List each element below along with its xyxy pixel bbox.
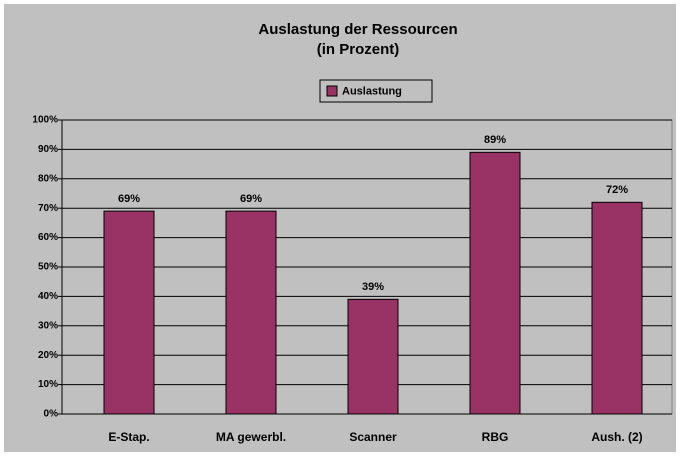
y-tick-label: 30% bbox=[38, 320, 58, 331]
bar bbox=[591, 201, 643, 415]
bar bbox=[225, 210, 277, 415]
x-tick-label: Scanner bbox=[349, 430, 397, 444]
y-tick-label: 0% bbox=[44, 409, 59, 420]
value-label: 72% bbox=[606, 184, 628, 196]
legend-box bbox=[319, 79, 433, 103]
y-tick-label: 20% bbox=[38, 350, 58, 361]
chart-title: Auslastung der Ressourcen bbox=[258, 21, 457, 38]
bar bbox=[347, 298, 399, 415]
value-label: 69% bbox=[118, 193, 140, 205]
x-tick-label: Aush. (2) bbox=[591, 430, 642, 444]
value-label: 39% bbox=[362, 281, 384, 293]
y-tick-label: 60% bbox=[38, 232, 58, 243]
legend-label: Auslastung bbox=[342, 85, 402, 97]
bar bbox=[469, 151, 521, 415]
x-tick-label: MA gewerbl. bbox=[216, 430, 286, 444]
chart-subtitle: (in Prozent) bbox=[317, 41, 400, 58]
value-label: 69% bbox=[240, 193, 262, 205]
y-tick-label: 10% bbox=[38, 379, 58, 390]
y-tick-label: 70% bbox=[38, 203, 58, 214]
x-tick-label: RBG bbox=[482, 430, 509, 444]
bar bbox=[103, 210, 155, 415]
legend-swatch bbox=[326, 85, 338, 97]
y-tick-label: 100% bbox=[32, 115, 58, 126]
value-label: 89% bbox=[484, 134, 506, 146]
y-tick-label: 50% bbox=[38, 262, 58, 273]
y-tick-label: 90% bbox=[38, 144, 58, 155]
y-tick-label: 80% bbox=[38, 173, 58, 184]
y-tick-label: 40% bbox=[38, 291, 58, 302]
x-tick-label: E-Stap. bbox=[108, 430, 149, 444]
